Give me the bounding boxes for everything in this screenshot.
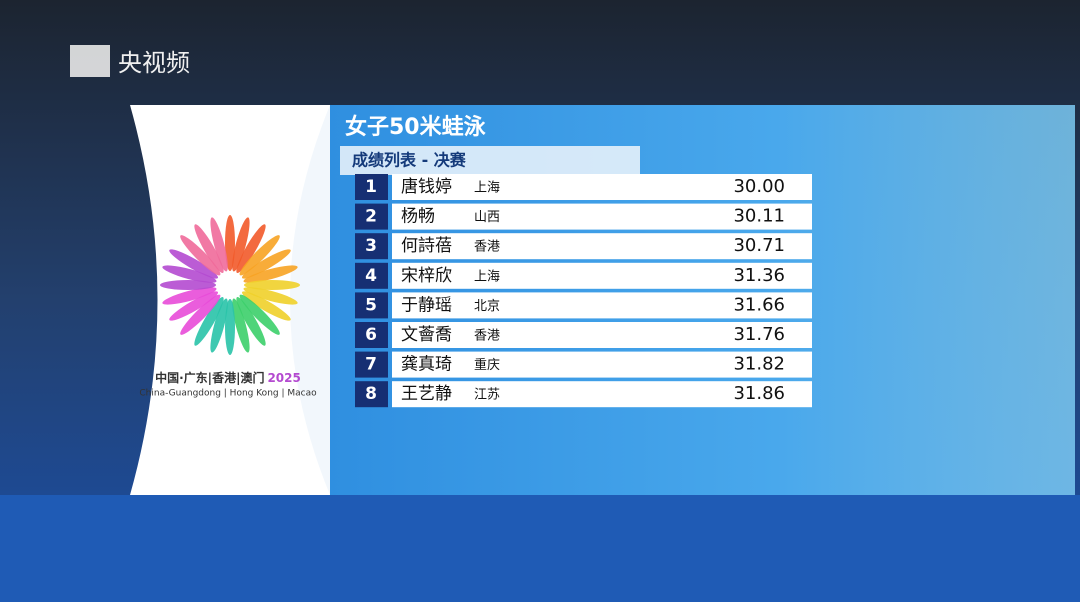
logo-petal	[210, 298, 228, 353]
rank-box	[355, 292, 388, 319]
time: 30.71	[733, 235, 785, 256]
time: 31.86	[733, 383, 785, 404]
rank-box	[355, 203, 388, 230]
logo-petal	[169, 249, 219, 279]
logo-petal	[162, 265, 217, 283]
logo-line1: 中国·广东|香港|澳门	[155, 370, 264, 385]
logo-year: 2025	[267, 371, 300, 385]
row-bar	[392, 322, 812, 348]
logo-petal	[232, 298, 250, 353]
logo-petal	[236, 224, 266, 274]
logo-panel-curve	[290, 105, 330, 495]
team: 上海	[474, 269, 500, 284]
row-bar	[392, 381, 812, 408]
time: 31.66	[733, 294, 785, 315]
rank: 1	[365, 177, 377, 197]
rank: 8	[365, 384, 377, 404]
logo-petal	[169, 291, 219, 321]
logo-petal	[243, 265, 298, 283]
rank: 4	[365, 266, 377, 286]
rank: 6	[365, 325, 377, 345]
logo-petal	[194, 224, 224, 274]
rank-box	[355, 174, 388, 200]
watermark: 央视频	[118, 49, 190, 77]
rank: 2	[365, 207, 377, 227]
athlete-name: 杨畅	[401, 207, 435, 227]
title: 女子50米蛙泳	[345, 114, 487, 140]
logo-petal	[236, 296, 266, 346]
row-bar	[392, 292, 812, 319]
team: 上海	[474, 181, 500, 196]
subtitle: 成绩列表 - 决赛	[352, 151, 467, 170]
results-table: 1 唐钱婷 上海 30.002 杨畅 山西 30.113 何詩蓓 香港 30.714 宋梓欣 上海 31…	[355, 174, 812, 408]
logo-text: 中国·广东|香港|澳门 2025	[155, 370, 301, 385]
time: 31.36	[733, 265, 785, 286]
athlete-name: 何詩蓓	[401, 236, 452, 256]
team: 江苏	[474, 387, 500, 403]
team: 香港	[474, 329, 500, 344]
time: 30.11	[733, 206, 785, 227]
row-bar	[392, 174, 812, 200]
watermark-icon	[70, 45, 110, 77]
row-bar	[392, 233, 812, 260]
athlete-name: 龚真琦	[401, 355, 452, 375]
logo-petal	[194, 296, 224, 346]
team: 北京	[474, 299, 500, 314]
athlete-name: 王艺静	[401, 384, 452, 404]
row-bar	[392, 351, 812, 378]
rank-box	[355, 381, 388, 408]
rank-box	[355, 322, 388, 348]
logo-petal	[162, 287, 217, 305]
logo-petal	[180, 294, 221, 335]
rank: 7	[365, 355, 377, 375]
rank-box	[355, 351, 388, 378]
logo-petal	[239, 294, 280, 335]
logo-petal	[160, 280, 216, 290]
time: 31.82	[733, 354, 785, 375]
logo-subtext: China-Guangdong | Hong Kong | Macao	[139, 389, 317, 399]
pool-deck	[0, 495, 1080, 602]
time: 31.76	[733, 324, 785, 345]
athlete-name: 于静瑶	[401, 295, 452, 315]
rank-box	[355, 233, 388, 260]
logo-petal	[225, 299, 235, 355]
logo-petal	[180, 235, 221, 276]
athlete-name: 宋梓欣	[401, 266, 452, 286]
logo-petal	[243, 287, 298, 305]
subtitle-bar	[340, 146, 640, 175]
logo-petal	[225, 215, 235, 271]
team: 重庆	[474, 357, 500, 373]
logo-petal	[210, 217, 228, 272]
logo-petal	[239, 235, 280, 276]
rank: 3	[365, 236, 377, 256]
time: 30.00	[733, 176, 785, 197]
logo-petal	[232, 217, 250, 272]
logo-petal	[244, 280, 300, 290]
row-bar	[392, 262, 812, 289]
team: 香港	[474, 240, 500, 255]
games-logo	[160, 215, 300, 355]
logo-petal	[241, 291, 291, 321]
athlete-name: 文薈喬	[401, 325, 452, 345]
rank-box	[355, 262, 388, 289]
row-bar	[392, 203, 812, 230]
logo-petal	[241, 249, 291, 279]
rank: 5	[365, 295, 377, 315]
athlete-name: 唐钱婷	[401, 176, 452, 197]
team: 山西	[474, 210, 500, 225]
